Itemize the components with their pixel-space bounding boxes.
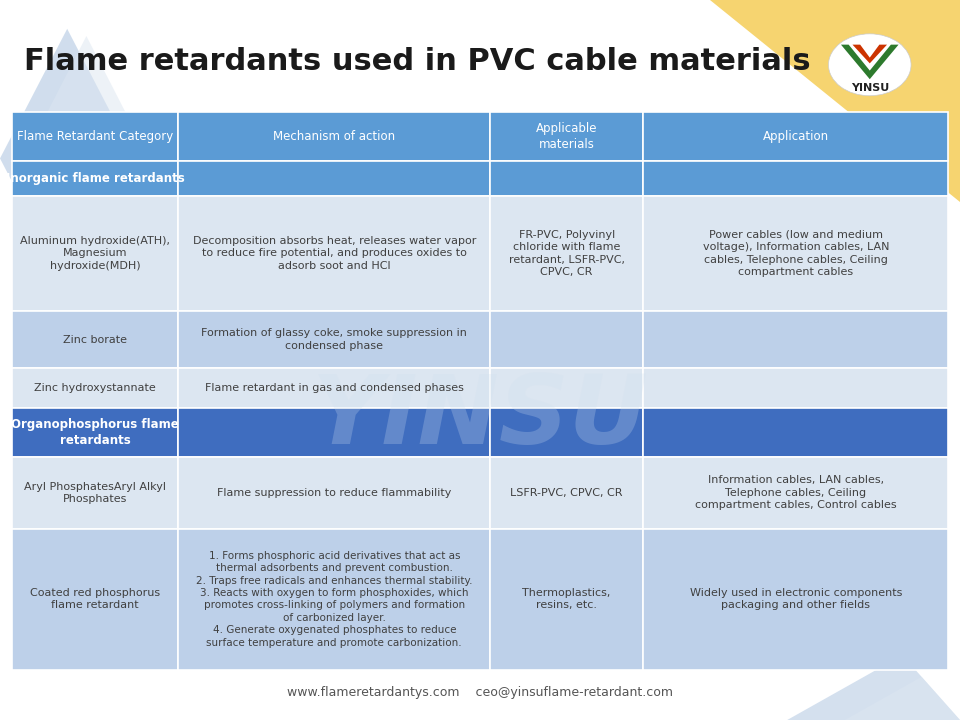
Text: FR-PVC, Polyvinyl
chloride with flame
retardant, LSFR-PVC,
CPVC, CR: FR-PVC, Polyvinyl chloride with flame re…: [509, 230, 625, 277]
Bar: [12, 369, 179, 408]
Text: LSFR-PVC, CPVC, CR: LSFR-PVC, CPVC, CR: [511, 487, 623, 498]
Bar: [179, 196, 491, 311]
Bar: [12, 456, 179, 528]
Bar: [491, 456, 643, 528]
Bar: [491, 196, 643, 311]
Bar: [12, 311, 179, 369]
Bar: [179, 161, 491, 196]
Bar: [491, 311, 643, 369]
Bar: [12, 528, 179, 670]
Text: Zinc borate: Zinc borate: [63, 335, 127, 344]
Text: 1. Forms phosphoric acid derivatives that act as
thermal adsorbents and prevent : 1. Forms phosphoric acid derivatives tha…: [196, 551, 472, 647]
Text: Aluminum hydroxide(ATH),
Magnesium
hydroxide(MDH): Aluminum hydroxide(ATH), Magnesium hydro…: [20, 236, 170, 271]
Text: Flame suppression to reduce flammability: Flame suppression to reduce flammability: [217, 487, 451, 498]
Text: Thermoplastics,
resins, etc.: Thermoplastics, resins, etc.: [522, 588, 611, 611]
Bar: [491, 408, 643, 456]
Bar: [643, 161, 948, 196]
Text: Power cables (low and medium
voltage), Information cables, LAN
cables, Telephone: Power cables (low and medium voltage), I…: [703, 230, 889, 277]
Bar: [179, 408, 491, 456]
Bar: [179, 112, 491, 161]
Text: Coated red phosphorus
flame retardant: Coated red phosphorus flame retardant: [30, 588, 160, 611]
Text: Inorganic flame retardants: Inorganic flame retardants: [6, 172, 184, 185]
Text: Information cables, LAN cables,
Telephone cables, Ceiling
compartment cables, Co: Information cables, LAN cables, Telephon…: [695, 475, 897, 510]
Text: Aryl PhosphatesAryl Alkyl
Phosphates: Aryl PhosphatesAryl Alkyl Phosphates: [24, 482, 166, 504]
Polygon shape: [852, 45, 887, 63]
Text: Flame retardants used in PVC cable materials: Flame retardants used in PVC cable mater…: [24, 47, 810, 76]
Bar: [491, 161, 643, 196]
Bar: [643, 112, 948, 161]
Polygon shape: [38, 36, 134, 223]
Bar: [643, 528, 948, 670]
Bar: [643, 456, 948, 528]
Text: www.flameretardantys.com    ceo@yinsuflame-retardant.com: www.flameretardantys.com ceo@yinsuflame-…: [287, 686, 673, 699]
Bar: [643, 311, 948, 369]
Text: Organophosphorus flame
retardants: Organophosphorus flame retardants: [11, 418, 179, 446]
Bar: [491, 112, 643, 161]
Bar: [491, 528, 643, 670]
Bar: [12, 408, 179, 456]
Bar: [179, 311, 491, 369]
Text: YINSU: YINSU: [851, 83, 889, 93]
Text: Zinc hydroxystannate: Zinc hydroxystannate: [34, 383, 156, 393]
Bar: [12, 161, 179, 196]
Polygon shape: [845, 677, 960, 720]
Polygon shape: [841, 45, 899, 79]
Bar: [643, 408, 948, 456]
Bar: [179, 528, 491, 670]
Text: Decomposition absorbs heat, releases water vapor
to reduce fire potential, and p: Decomposition absorbs heat, releases wat…: [193, 236, 476, 271]
Polygon shape: [0, 29, 134, 288]
Circle shape: [828, 34, 911, 96]
Bar: [643, 196, 948, 311]
Text: Widely used in electronic components
packaging and other fields: Widely used in electronic components pac…: [689, 588, 902, 611]
Text: Flame retardant in gas and condensed phases: Flame retardant in gas and condensed pha…: [204, 383, 464, 393]
Bar: [179, 369, 491, 408]
Text: Formation of glassy coke, smoke suppression in
condensed phase: Formation of glassy coke, smoke suppress…: [202, 328, 468, 351]
Text: Flame Retardant Category: Flame Retardant Category: [16, 130, 173, 143]
Bar: [12, 196, 179, 311]
Text: Application: Application: [762, 130, 828, 143]
Text: YINSU: YINSU: [312, 371, 648, 464]
Text: Applicable
materials: Applicable materials: [536, 122, 597, 150]
Bar: [491, 369, 643, 408]
Bar: [12, 112, 179, 161]
Text: Mechanism of action: Mechanism of action: [274, 130, 396, 143]
Bar: [179, 456, 491, 528]
Bar: [643, 369, 948, 408]
Polygon shape: [787, 655, 960, 720]
Polygon shape: [710, 0, 960, 202]
